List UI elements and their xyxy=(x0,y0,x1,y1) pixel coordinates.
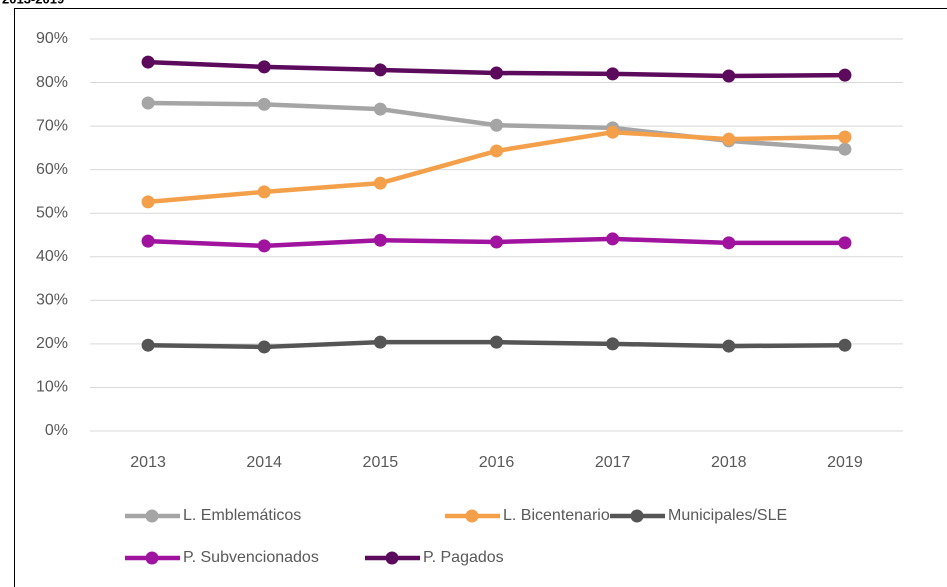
x-tick-label: 2016 xyxy=(479,454,515,471)
x-tick-label: 2018 xyxy=(711,454,747,471)
data-point xyxy=(373,102,387,116)
data-point xyxy=(141,195,155,209)
data-point xyxy=(722,69,736,83)
data-point xyxy=(257,340,271,354)
data-point xyxy=(838,68,852,82)
data-point xyxy=(373,233,387,247)
data-point xyxy=(141,55,155,69)
data-point xyxy=(490,335,503,349)
chart-title: 2013-2019 xyxy=(2,0,64,6)
data-point xyxy=(490,118,503,132)
data-point xyxy=(257,97,271,111)
y-tick-label: 40% xyxy=(36,248,68,265)
legend-label: P. Pagados xyxy=(423,549,504,566)
data-point xyxy=(490,144,503,158)
y-tick-label: 30% xyxy=(36,292,68,309)
x-tick-label: 2014 xyxy=(246,454,282,471)
data-point xyxy=(722,236,736,250)
data-point xyxy=(141,96,155,110)
legend-label: L. Emblemáticos xyxy=(183,507,301,524)
legend-marker xyxy=(465,509,479,523)
legend-label: P. Subvencionados xyxy=(183,549,319,566)
legend-marker xyxy=(145,551,159,565)
data-point xyxy=(606,67,620,81)
data-point xyxy=(257,239,271,253)
data-point xyxy=(838,236,852,250)
y-tick-label: 60% xyxy=(36,161,68,178)
x-tick-label: 2017 xyxy=(595,454,631,471)
data-point xyxy=(373,335,387,349)
data-point xyxy=(606,232,620,246)
legend-label: Municipales/SLE xyxy=(668,507,787,524)
data-point xyxy=(606,337,620,351)
y-tick-label: 10% xyxy=(36,379,68,396)
x-tick-label: 2015 xyxy=(363,454,399,471)
y-tick-label: 80% xyxy=(36,74,68,91)
data-point xyxy=(722,339,736,353)
data-point xyxy=(838,338,852,352)
data-point xyxy=(141,234,155,248)
legend-marker xyxy=(385,551,399,565)
data-point xyxy=(373,176,387,190)
data-point xyxy=(838,130,852,144)
legend-marker xyxy=(630,509,644,523)
data-point xyxy=(838,142,852,156)
data-point xyxy=(490,66,503,80)
data-point xyxy=(257,60,271,74)
x-tick-label: 2019 xyxy=(827,454,863,471)
y-tick-label: 70% xyxy=(36,117,68,134)
data-point xyxy=(373,63,387,77)
legend-marker xyxy=(145,509,159,523)
chart-border xyxy=(14,8,947,587)
data-point xyxy=(490,235,503,249)
data-point xyxy=(722,132,736,146)
y-tick-label: 90% xyxy=(36,30,68,47)
data-point xyxy=(606,125,620,139)
y-tick-label: 20% xyxy=(36,335,68,352)
x-tick-label: 2013 xyxy=(130,454,166,471)
data-point xyxy=(141,338,155,352)
legend-label: L. Bicentenario xyxy=(503,507,610,524)
y-tick-label: 0% xyxy=(45,422,68,439)
y-tick-label: 50% xyxy=(36,204,68,221)
data-point xyxy=(257,185,271,199)
